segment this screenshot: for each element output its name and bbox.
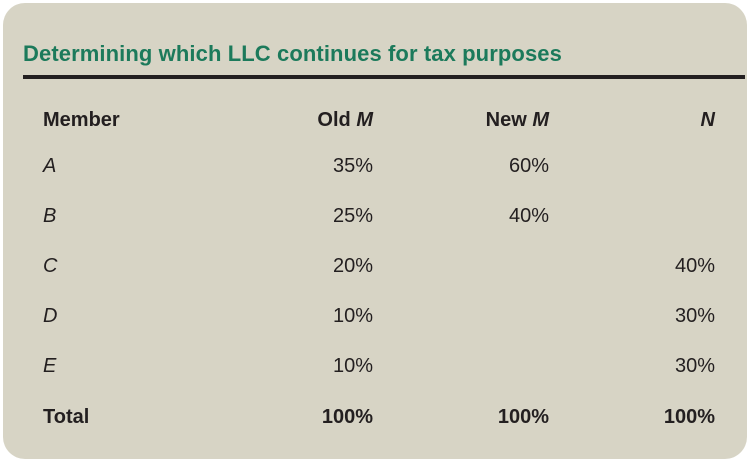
column-header-n: N	[549, 99, 715, 141]
total-row: Total 100% 100% 100%	[43, 391, 715, 443]
n-cell	[549, 141, 715, 191]
total-old-m: 100%	[321, 405, 373, 428]
header-row: Member Old M New M N	[43, 99, 715, 141]
old-m-cell: 25%	[332, 204, 373, 227]
panel-title: Determining which LLC continues for tax …	[23, 41, 562, 66]
new-m-variable: M	[532, 108, 549, 131]
title-divider	[23, 75, 745, 79]
member-cell: B	[43, 204, 57, 227]
total-new-m: 100%	[497, 405, 549, 428]
member-cell: D	[43, 304, 58, 327]
member-cell: E	[43, 354, 57, 377]
n-cell	[549, 191, 715, 241]
table-row: A 35% 60%	[43, 141, 715, 191]
total-n: 100%	[663, 405, 715, 428]
new-m-cell: 60%	[508, 154, 549, 177]
member-cell: C	[43, 254, 58, 277]
new-m-cell	[373, 341, 549, 391]
old-m-cell: 35%	[332, 154, 373, 177]
old-m-cell: 20%	[332, 254, 373, 277]
member-cell: A	[43, 154, 57, 177]
new-m-prefix: New	[485, 108, 527, 131]
column-header-old-m: Old M	[183, 99, 373, 141]
old-m-cell: 10%	[332, 304, 373, 327]
new-m-cell: 40%	[508, 204, 549, 227]
table-row: B 25% 40%	[43, 191, 715, 241]
old-m-variable: M	[356, 108, 373, 131]
n-cell: 30%	[674, 304, 715, 327]
n-cell: 30%	[674, 354, 715, 377]
table-row: D 10% 30%	[43, 291, 715, 341]
old-m-prefix: Old	[317, 108, 351, 131]
table-panel: Determining which LLC continues for tax …	[3, 3, 747, 459]
table-row: C 20% 40%	[43, 241, 715, 291]
column-header-member: Member	[43, 108, 120, 131]
new-m-cell	[373, 241, 549, 291]
new-m-cell	[373, 291, 549, 341]
column-header-new-m: New M	[373, 99, 549, 141]
n-cell: 40%	[674, 254, 715, 277]
total-label: Total	[43, 405, 90, 428]
table-row: E 10% 30%	[43, 341, 715, 391]
n-variable: N	[700, 108, 715, 131]
old-m-cell: 10%	[332, 354, 373, 377]
ownership-table: Member Old M New M N A 35% 60% B 25% 40%…	[43, 99, 715, 443]
